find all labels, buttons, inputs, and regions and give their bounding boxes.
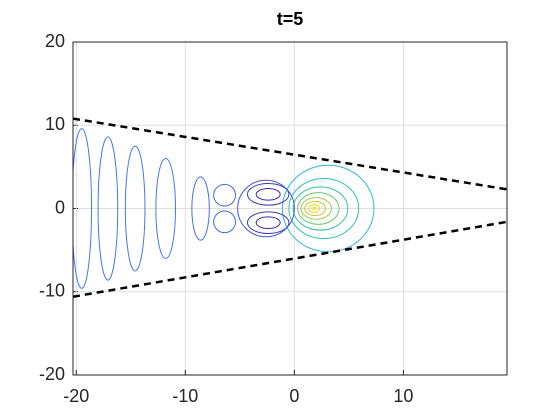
contour-line: [213, 210, 236, 234]
contour-line: [292, 186, 349, 231]
contour-line: [191, 176, 210, 241]
contour-line: [246, 211, 290, 234]
x-tick-label: 0: [289, 386, 299, 406]
contour-line: [300, 197, 332, 220]
contour-line: [73, 128, 93, 289]
boundary-line: [73, 220, 507, 298]
boundary-line: [73, 117, 507, 191]
contour-line: [288, 178, 360, 239]
y-tick-label: 10: [45, 114, 65, 134]
contour-line: [311, 206, 317, 211]
axes-box: [72, 41, 508, 376]
x-tick-label: -20: [63, 386, 89, 406]
contour-line: [304, 200, 326, 217]
contour-line: [255, 216, 281, 229]
contour-line: [255, 188, 281, 201]
plot-area: [73, 117, 507, 298]
contour-line: [308, 204, 320, 213]
contour-line: [155, 158, 177, 259]
x-tick-label: 10: [393, 386, 413, 406]
x-tick-label: -10: [172, 386, 198, 406]
contour-line: [97, 136, 119, 281]
chart-title: t=5: [277, 9, 304, 29]
y-tick-label: -20: [39, 364, 65, 384]
contour-line: [237, 179, 295, 238]
y-tick-label: -10: [39, 281, 65, 301]
y-tick-label: 0: [55, 197, 65, 217]
contour-line: [213, 183, 236, 207]
contour-line: [297, 192, 340, 225]
y-tick-label: 20: [45, 31, 65, 51]
contour-line: [281, 164, 375, 253]
contour-line: [246, 183, 290, 206]
contour-line: [124, 145, 146, 272]
